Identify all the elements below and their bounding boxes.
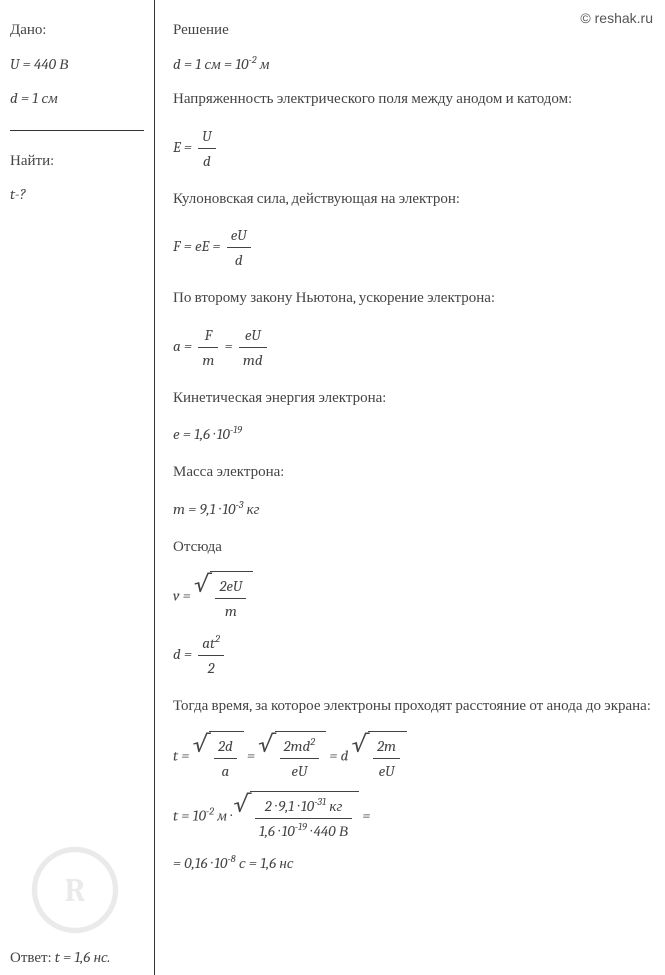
result: = 0,16 · 10	[173, 854, 227, 872]
a-den2: md	[239, 348, 267, 372]
calc-den: 1,6 · 10	[259, 822, 295, 840]
answer-label: Ответ:	[10, 948, 55, 966]
f-eq1: F = eE =	[173, 237, 220, 255]
v-eq: v =	[173, 587, 191, 605]
given-label: Дано:	[10, 12, 144, 47]
a-eq2: =	[225, 337, 233, 355]
t-calc-unit: м ·	[214, 806, 230, 824]
t-eq2: =	[247, 746, 255, 764]
v-den: m	[215, 599, 246, 623]
result-unit: с = 1,6 нс	[236, 854, 294, 872]
formula-e: E = Ud	[173, 124, 655, 173]
t-eq3: = d	[329, 746, 348, 764]
e-charge: e = 1,6 · 10-19	[173, 422, 655, 446]
d-num-exp: 2	[215, 633, 220, 645]
t-calc-exp: -2	[206, 805, 214, 817]
left-column: Дано: U = 440 В d = 1 см Найти: t-?	[0, 0, 155, 975]
t-den2: eU	[280, 759, 319, 783]
mass-value: m = 9,1 · 10-3 кг	[173, 497, 655, 521]
e-charge-val: e = 1,6 · 10	[173, 425, 230, 443]
d-eq: d =	[173, 645, 192, 663]
formula-d: d = at22	[173, 631, 655, 680]
calc-den-rest: · 440 В	[307, 822, 348, 840]
t-eq: t =	[173, 746, 189, 764]
formula-a: a = Fm = eUmd	[173, 323, 655, 372]
t-num2-exp: 2	[310, 736, 315, 748]
answer-line: Ответ: t = 1,6 нс.	[10, 948, 110, 967]
v-num: 2eU	[215, 574, 246, 599]
copyright-label: © reshak.ru	[580, 10, 653, 26]
calc-num-exp: -31	[314, 796, 326, 808]
calc-eq: =	[362, 806, 370, 824]
d-den: 2	[198, 656, 224, 680]
mass-val: m = 9,1 · 10	[173, 500, 235, 518]
e-eq: E =	[173, 138, 192, 156]
find-t: t-?	[10, 177, 144, 212]
find-label: Найти:	[10, 143, 144, 178]
a-num2: eU	[239, 323, 267, 348]
mass-text: Масса электрона:	[173, 454, 655, 489]
field-text: Напряженность электрического поля между …	[173, 81, 655, 116]
f-den: d	[227, 248, 251, 272]
formula-t: t = √2da = √2md2eU = d √2meU	[173, 731, 655, 783]
given-section: Дано: U = 440 В d = 1 см	[10, 12, 144, 131]
formula-t-calc: t = 10-2 м · √2 · 9,1 · 10-31 кг1,6 · 10…	[173, 791, 655, 843]
f-num: eU	[227, 223, 251, 248]
e-charge-exp: -19	[230, 424, 242, 436]
d-conv-exp: -2	[249, 54, 257, 66]
e-den: d	[198, 149, 215, 173]
t-den1: a	[214, 759, 237, 783]
e-num: U	[198, 124, 215, 149]
t-num1: 2d	[214, 734, 237, 759]
d-conversion: d = 1 см = 10-2 м	[173, 47, 655, 82]
d-conv-unit: м	[257, 55, 270, 73]
t-num2: 2md	[284, 737, 311, 755]
formula-v: v = √2eUm	[173, 571, 655, 623]
coulomb-text: Кулоновская сила, действующая на электро…	[173, 181, 655, 216]
a-eq1: a =	[173, 337, 192, 355]
d-conv-text: d = 1 см = 10	[173, 55, 249, 73]
main-container: Дано: U = 440 В d = 1 см Найти: t-? Реше…	[0, 0, 665, 975]
result-exp: -8	[227, 853, 235, 865]
formula-f: F = eE = eUd	[173, 223, 655, 272]
t-calc: t = 10	[173, 806, 206, 824]
a-num1: F	[198, 323, 218, 348]
calc-den-exp: -19	[295, 821, 307, 833]
hence-label: Отсюда	[173, 529, 655, 564]
answer-value: t = 1,6 нс.	[55, 948, 111, 966]
newton-text: По второму закону Ньютона, ускорение эле…	[173, 280, 655, 315]
t-num3: 2m	[373, 734, 400, 759]
calc-num: 2 · 9,1 · 10	[265, 797, 314, 815]
given-u: U = 440 В	[10, 47, 144, 82]
calc-num-unit: кг	[326, 797, 342, 815]
time-text: Тогда время, за которое электроны проход…	[173, 688, 655, 723]
right-column: Решение d = 1 см = 10-2 м Напряженность …	[155, 0, 665, 975]
a-den1: m	[198, 348, 218, 372]
given-d: d = 1 см	[10, 81, 144, 116]
t-den3: eU	[373, 759, 400, 783]
kinetic-text: Кинетическая энергия электрона:	[173, 380, 655, 415]
d-num: at	[202, 634, 215, 652]
mass-unit: кг	[243, 500, 259, 518]
result-line: = 0,16 · 10-8 с = 1,6 нс	[173, 851, 655, 875]
